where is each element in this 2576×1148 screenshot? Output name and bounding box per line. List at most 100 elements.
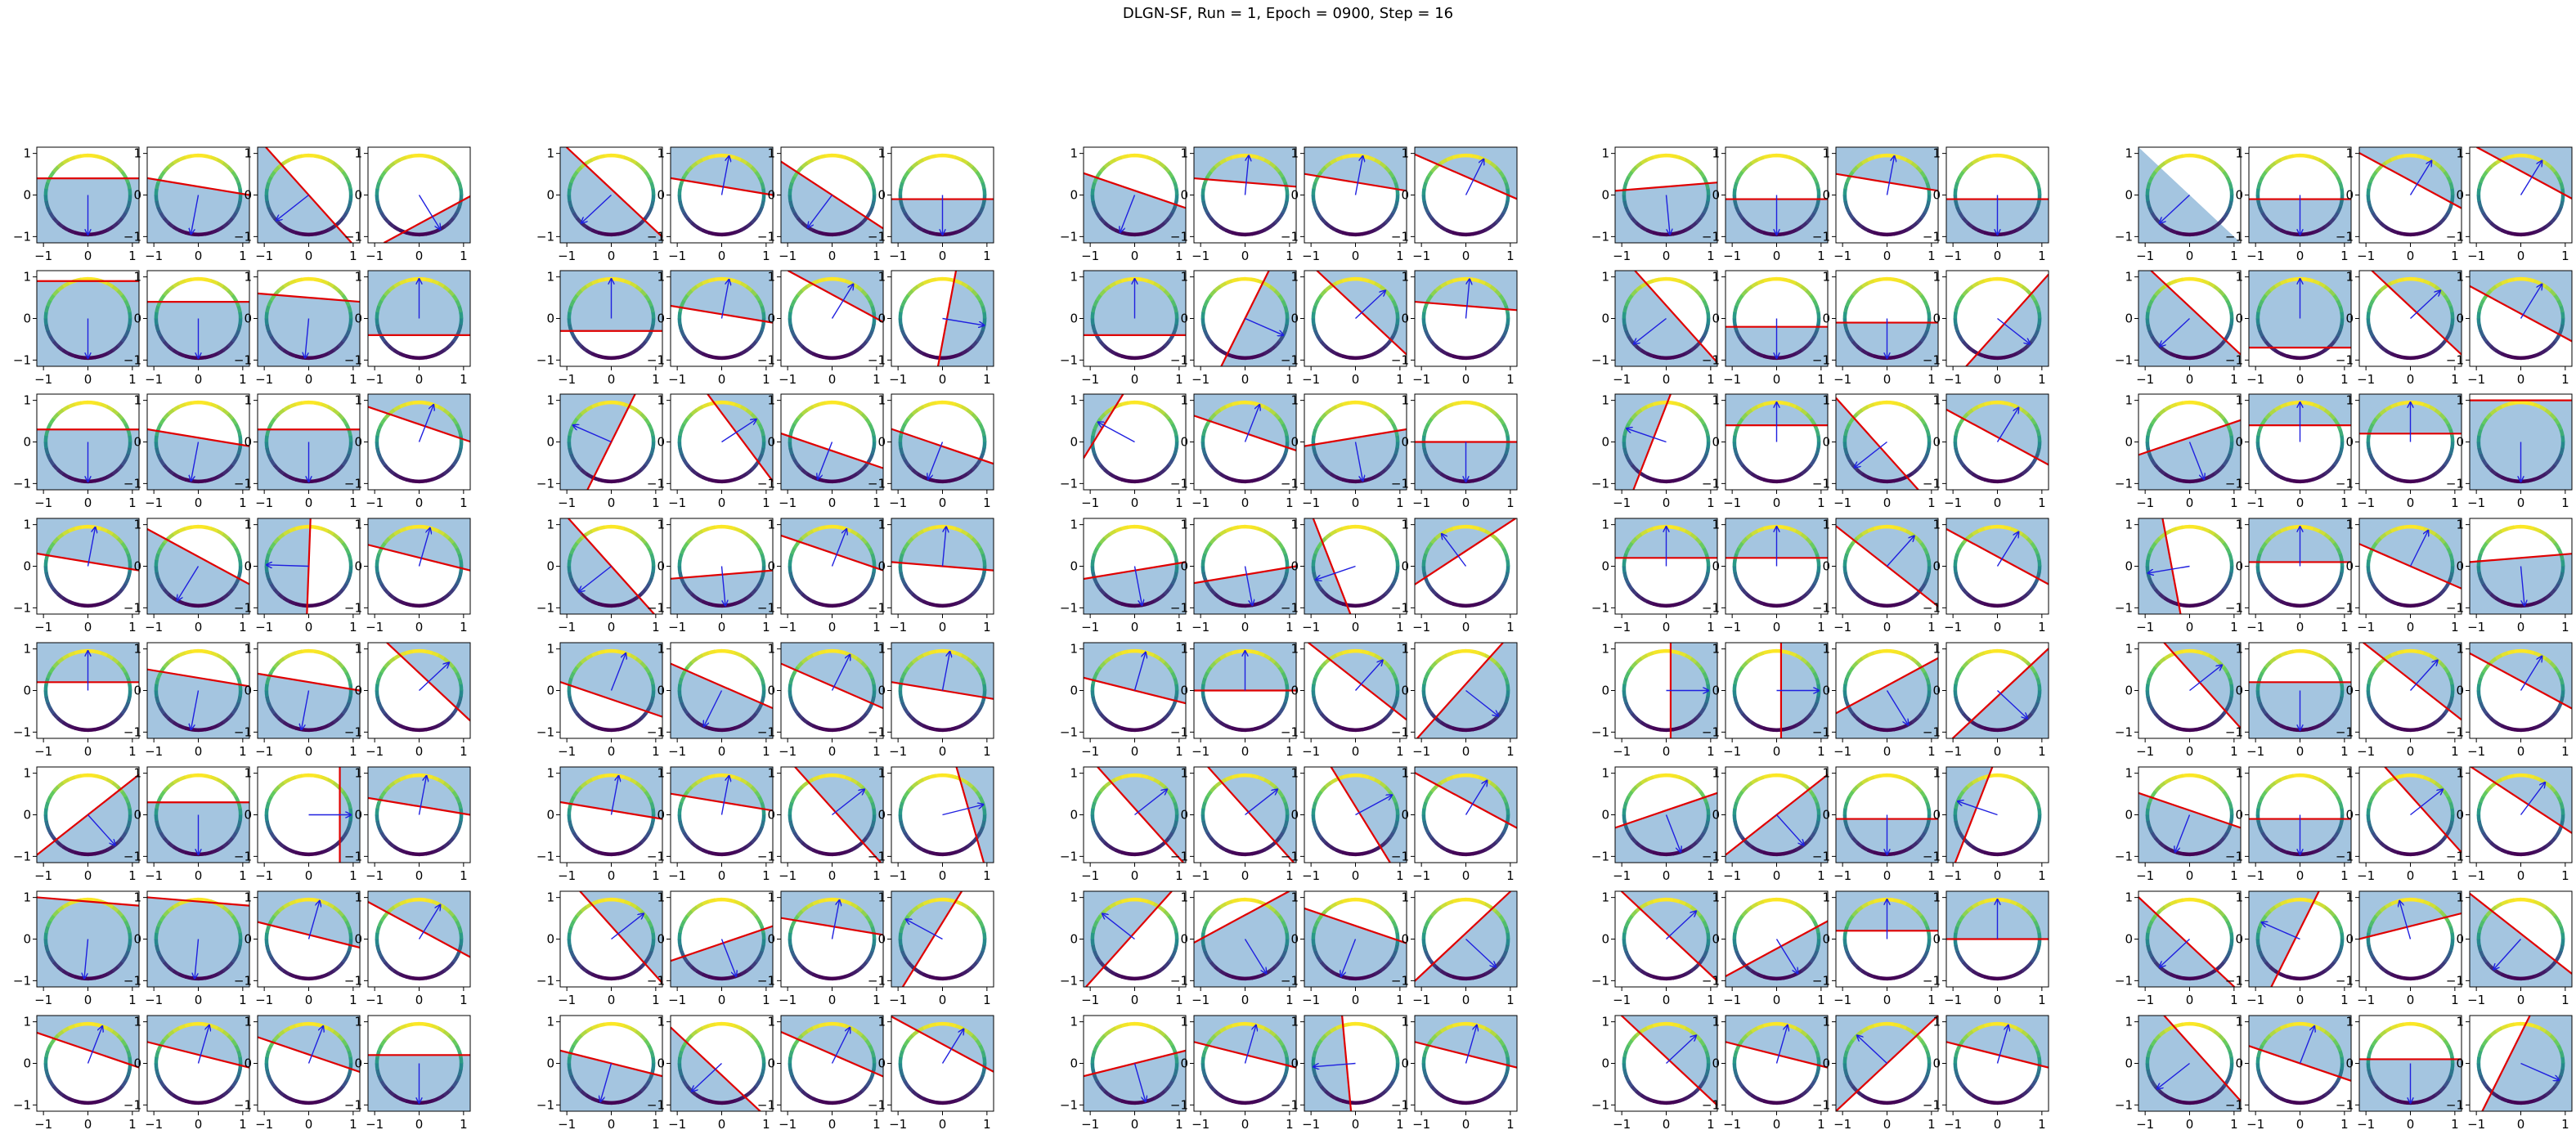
circle-segment xyxy=(344,949,352,958)
circle-segment xyxy=(1263,528,1272,536)
circle-segment xyxy=(1167,706,1174,715)
circle-segment xyxy=(94,850,103,856)
circle-segment xyxy=(1237,400,1245,406)
circle-segment xyxy=(975,1079,982,1088)
circle-segment xyxy=(457,925,463,934)
circle-segment xyxy=(230,169,238,178)
x-tick-label: −1 xyxy=(558,620,576,635)
circle-segment xyxy=(1103,345,1112,353)
circle-segment xyxy=(177,155,186,162)
circle-segment xyxy=(1424,577,1430,586)
x-tick-label: −1 xyxy=(889,620,907,635)
y-tick-label: 0 xyxy=(1401,435,1409,450)
circle-segment xyxy=(1354,400,1362,405)
circle-segment xyxy=(289,475,298,482)
circle-segment xyxy=(649,304,655,313)
circle-segment xyxy=(1429,340,1438,349)
x-tick-label: −1 xyxy=(779,744,797,759)
y-tick-label: −1 xyxy=(234,1097,252,1112)
circle-segment xyxy=(447,164,456,173)
y-tick-label: −1 xyxy=(757,352,775,367)
circle-segment xyxy=(1452,602,1461,608)
circle-segment xyxy=(872,1062,877,1070)
circle-segment xyxy=(623,352,632,358)
circle-segment xyxy=(754,831,761,840)
circle-segment xyxy=(154,442,159,450)
circle-segment xyxy=(154,195,159,203)
circle-segment xyxy=(379,459,388,468)
circle-segment xyxy=(903,1038,910,1047)
circle-segment xyxy=(1285,565,1290,573)
x-tick-label: −1 xyxy=(558,249,576,263)
circle-segment xyxy=(457,323,463,332)
circle-segment xyxy=(269,1080,277,1089)
circle-segment xyxy=(1231,726,1240,732)
y-tick-label: 0 xyxy=(23,188,31,203)
y-tick-label: 1 xyxy=(657,393,665,408)
circle-segment xyxy=(437,1025,446,1034)
circle-segment xyxy=(572,832,580,841)
circle-segment xyxy=(788,318,792,326)
circle-segment xyxy=(796,412,804,421)
circle-segment xyxy=(647,1043,653,1052)
circle-segment xyxy=(44,305,50,314)
y-tick-label: 0 xyxy=(1401,188,1409,203)
circle-segment xyxy=(210,1096,219,1103)
circle-segment xyxy=(459,317,464,325)
circle-segment xyxy=(1174,311,1179,319)
subplot-panel: −1 0 1−101 xyxy=(1391,270,1518,387)
circle-segment xyxy=(678,428,684,437)
subplot-panel: −1 0 1−101 xyxy=(1060,393,1187,510)
circle-segment xyxy=(850,1093,859,1101)
circle-segment xyxy=(1120,277,1129,283)
circle-segment xyxy=(1429,412,1438,421)
circle-segment xyxy=(1391,205,1398,214)
circle-segment xyxy=(457,944,463,953)
halfspace-region xyxy=(37,1016,139,1068)
circle-segment xyxy=(903,335,911,344)
circle-segment xyxy=(568,305,573,314)
circle-segment xyxy=(843,899,852,906)
circle-segment xyxy=(617,1098,626,1105)
circle-segment xyxy=(649,925,655,934)
circle-segment xyxy=(617,1022,626,1028)
circle-segment xyxy=(1349,479,1357,484)
circle-segment xyxy=(936,1100,944,1105)
circle-segment xyxy=(899,926,904,935)
circle-segment xyxy=(1426,170,1434,179)
circle-segment xyxy=(375,939,379,947)
circle-segment xyxy=(689,408,698,416)
circle-segment xyxy=(1140,401,1149,406)
y-tick-label: 1 xyxy=(354,393,362,408)
circle-segment xyxy=(341,955,348,964)
circle-segment xyxy=(922,724,931,730)
circle-segment xyxy=(757,1074,765,1083)
circle-segment xyxy=(1393,304,1399,313)
circle-segment xyxy=(1200,566,1205,574)
circle-segment xyxy=(301,153,309,159)
circle-segment xyxy=(1379,221,1388,229)
colored-circle xyxy=(788,400,877,484)
colored-circle xyxy=(154,773,243,857)
y-tick-label: 0 xyxy=(133,684,141,698)
circle-segment xyxy=(191,1021,199,1027)
circle-segment xyxy=(44,1050,50,1059)
circle-segment xyxy=(46,826,52,835)
circle-segment xyxy=(308,975,316,981)
circle-segment xyxy=(1501,329,1509,338)
circle-segment xyxy=(393,720,402,729)
y-tick-label: −1 xyxy=(344,849,362,863)
circle-segment xyxy=(437,596,446,603)
y-tick-label: −1 xyxy=(868,352,886,367)
circle-segment xyxy=(682,212,690,221)
subplot-panel: −1 0 1−101 xyxy=(234,890,361,1007)
circle-segment xyxy=(412,356,420,361)
circle-segment xyxy=(1429,217,1438,226)
y-tick-label: −1 xyxy=(647,1097,665,1112)
halfspace-region xyxy=(781,161,883,243)
halfspace-region xyxy=(560,394,635,490)
circle-segment xyxy=(761,683,766,691)
circle-segment xyxy=(457,1049,463,1058)
circle-segment xyxy=(927,898,936,904)
circle-segment xyxy=(44,1069,50,1078)
